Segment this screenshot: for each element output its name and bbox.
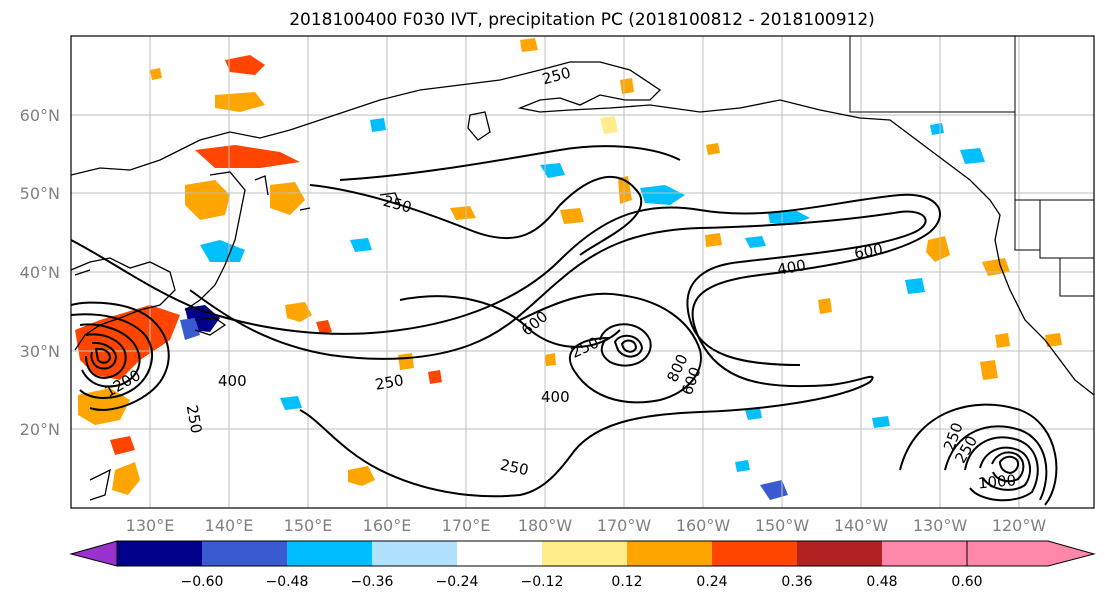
colorbar-segment (542, 541, 627, 566)
colorbar-segment (287, 541, 372, 566)
colorbar-tick-label: −0.12 (521, 574, 564, 590)
lat-label: 30°N (20, 342, 60, 361)
colorbar-tick-label: 0.48 (866, 574, 897, 590)
colorbar-tick-label: −0.48 (266, 574, 309, 590)
country-borders (849, 36, 1094, 297)
colorbar-segment (202, 541, 287, 566)
colorbar-tick-label: 0.60 (951, 574, 982, 590)
contour-label: 600 (853, 240, 884, 263)
colorbar-segment (882, 541, 967, 566)
contour-label: 250 (499, 456, 531, 480)
longitude-labels: 130°E 140°E 150°E 160°E 170°E 180°W 170°… (126, 516, 1047, 535)
latitude-labels: 60°N 50°N 40°N 30°N 20°N (20, 106, 60, 439)
map-frame (70, 35, 1095, 509)
contour-label: 1000 (977, 471, 1017, 492)
colorbar-ticks: −0.60 −0.48 −0.36 −0.24 −0.12 0.12 0.24 … (181, 574, 983, 590)
lon-label: 150°E (284, 516, 333, 535)
contour-label: 400 (541, 388, 570, 406)
colorbar-segment (117, 541, 202, 566)
colorbar-tick-label: −0.24 (436, 574, 479, 590)
colorbar-extend-high-tip (966, 540, 1096, 567)
lon-label: 120°W (992, 516, 1047, 535)
colorbar: −0.60 −0.48 −0.36 −0.24 −0.12 0.12 0.24 … (69, 540, 1096, 590)
colorbar-tick-label: −0.36 (351, 574, 394, 590)
lat-label: 40°N (20, 263, 60, 282)
colorbar-tick-label: 0.36 (781, 574, 812, 590)
map-grid (71, 36, 1094, 508)
contour-label: 250 (183, 404, 206, 435)
colorbar-tick-label: 0.24 (696, 574, 727, 590)
contour-label: 400 (776, 256, 807, 279)
coastlines (71, 61, 1094, 501)
lat-label: 60°N (20, 106, 60, 125)
ivt-contours (71, 145, 1058, 506)
lon-label: 130°E (126, 516, 175, 535)
colorbar-segment (712, 541, 797, 566)
lat-label: 50°N (20, 184, 60, 203)
contour-label: 250 (374, 371, 405, 394)
lon-label: 180°W (518, 516, 573, 535)
map-panel: 250 250 250 250 250 250 250 400 400 400 … (20, 35, 1095, 535)
colorbar-tick-label: −0.60 (181, 574, 224, 590)
colorbar-segment (627, 541, 712, 566)
lon-label: 140°W (834, 516, 889, 535)
lon-label: 150°W (755, 516, 810, 535)
lat-label: 20°N (20, 420, 60, 439)
lon-label: 160°W (676, 516, 731, 535)
colorbar-frame (116, 540, 968, 567)
lon-label: 130°W (913, 516, 968, 535)
colorbar-extend-low (69, 540, 118, 567)
colorbar-segment (372, 541, 457, 566)
lon-label: 160°E (363, 516, 412, 535)
colorbar-segment (797, 541, 882, 566)
colorbar-tick-label: 0.12 (611, 574, 642, 590)
contour-label: 400 (218, 372, 247, 390)
lon-label: 170°E (442, 516, 491, 535)
lon-label: 140°E (205, 516, 254, 535)
lon-label: 170°W (597, 516, 652, 535)
figure-title: 2018100400 F030 IVT, precipitation PC (2… (289, 10, 875, 30)
colorbar-segment (457, 541, 542, 566)
